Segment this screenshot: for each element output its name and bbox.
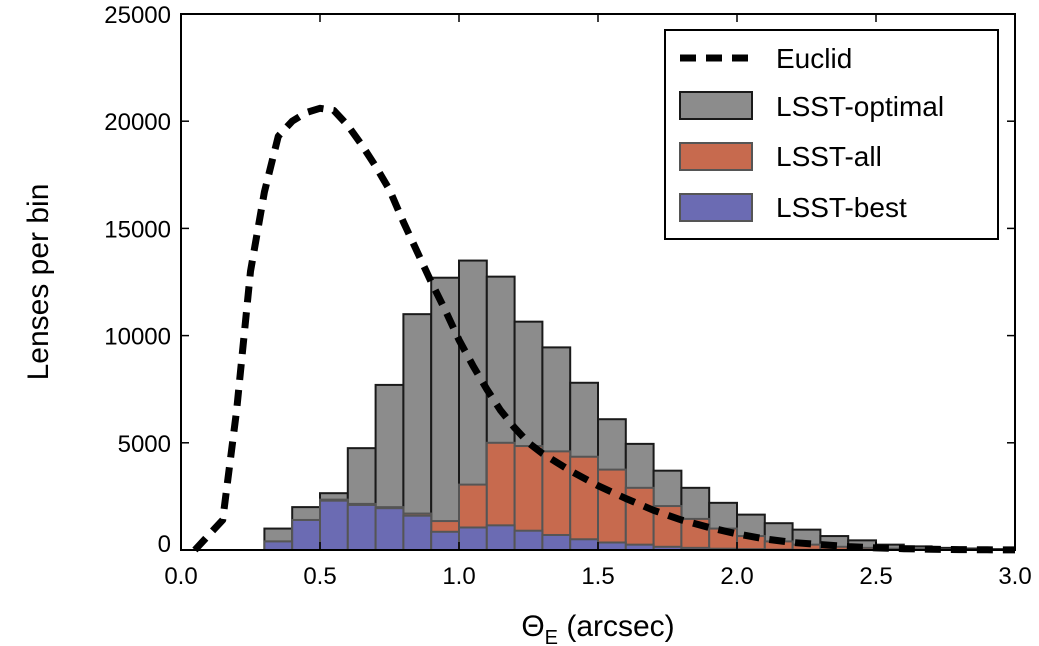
y-tick-label-3: 15000 [104,216,171,243]
lsst-all-bar-12 [597,468,627,552]
legend-best-swatch [679,193,753,222]
lsst-all-bar-11 [569,455,600,551]
lsst-best-bar-7 [458,526,488,551]
y-tick-label-5: 25000 [104,2,171,29]
x-tick-label-2: 1.0 [442,563,475,590]
euclid-dashed-line [192,104,1016,554]
x-tick-label-3: 1.5 [581,563,614,590]
x-tick-label-1: 0.5 [303,563,336,590]
lsst-best-bar-5 [402,514,433,551]
legend-label-all: LSST-all [776,141,882,172]
lsst-best-bar-8 [485,524,516,551]
y-tick-label-4: 20000 [104,109,171,136]
lsst-best-bar-6 [430,530,461,552]
x-axis-label-main: Θ [521,610,544,643]
y-tick-label-0: 0 [158,531,171,558]
y-tick-label-1: 5000 [118,431,171,458]
x-axis-label: ΘE (arcsec) [521,610,674,646]
legend-label-euclid: Euclid [776,43,852,74]
legend-all-swatch [679,142,753,171]
legend-optimal-swatch [679,91,753,120]
lsst-best-bar-1 [291,518,322,552]
x-tick-label-4: 2.0 [720,563,753,590]
lsst-best-bar-4 [374,507,405,551]
x-tick-label-6: 3.0 [998,563,1031,590]
lsst-best-bar-11 [569,538,600,552]
x-axis-label-unit: (arcsec) [558,610,675,643]
lsst-best-bar-0 [263,540,294,552]
legend-label-best: LSST-best [776,192,907,223]
x-axis-ticks: 0.0 0.5 1.0 1.5 2.0 2.5 3.0 [164,14,1032,590]
lsst-best-bar-9 [513,529,544,551]
lsst-best-bars [263,499,850,552]
legend: Euclid LSST-optimal LSST-all LSST-best [664,29,999,240]
y-axis-ticks: 0 5000 10000 15000 20000 25000 [104,2,1015,558]
lsst-best-bar-10 [541,533,572,552]
y-tick-label-2: 10000 [104,324,171,351]
lsst-best-bar-3 [346,503,377,552]
x-tick-label-5: 2.5 [859,563,892,590]
lsst-best-bar-2 [319,499,349,551]
x-tick-label-0: 0.0 [164,563,197,590]
y-axis-label: Lenses per bin [22,184,55,381]
lsst-optimal-bar-6 [430,276,461,551]
legend-label-optimal: LSST-optimal [776,91,944,122]
x-axis-label-subscript: E [545,627,558,646]
lsst-best-bar-12 [597,541,627,551]
